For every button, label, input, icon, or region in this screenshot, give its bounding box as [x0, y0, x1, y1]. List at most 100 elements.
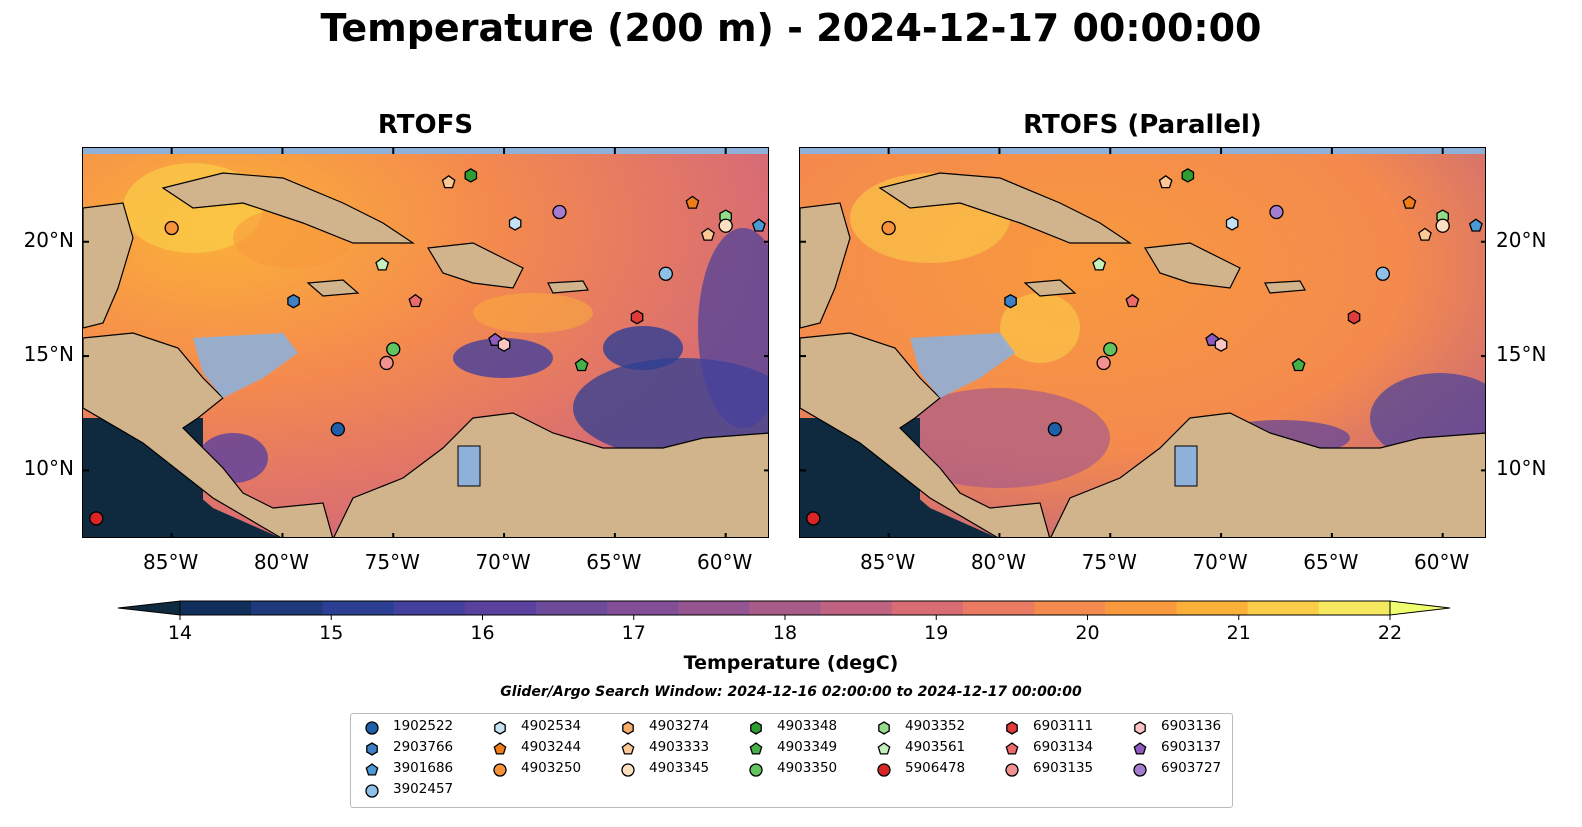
- observation-3901686[interactable]: [1468, 218, 1483, 232]
- colorbar-swatch: [180, 601, 252, 615]
- observation-4903350[interactable]: [1103, 342, 1118, 357]
- colorbar-swatch: [535, 601, 608, 615]
- observation-4902534[interactable]: [508, 216, 522, 231]
- observation-4903350[interactable]: [386, 342, 401, 357]
- observation-4903345[interactable]: [1435, 218, 1450, 233]
- circle-marker-icon: [365, 784, 379, 798]
- legend-item-4903244: 4903244: [491, 739, 611, 757]
- observation-4903349[interactable]: [574, 357, 589, 372]
- legend-label: 4903345: [649, 760, 710, 776]
- lon-tick-label: 65°W: [1303, 550, 1359, 574]
- legend-label: 6903111: [1033, 718, 1094, 734]
- cold-region: [698, 228, 768, 428]
- lon-tick-label: 70°W: [1192, 550, 1248, 574]
- observation-4903561[interactable]: [375, 257, 390, 271]
- observation-4903250[interactable]: [881, 220, 896, 236]
- observation-4903333[interactable]: [1418, 227, 1432, 241]
- legend-item-4903561: 4903561: [875, 739, 995, 757]
- observation-4903345[interactable]: [718, 218, 733, 233]
- observation-6903111[interactable]: [1347, 309, 1361, 325]
- colorbar-tick-label: 17: [622, 622, 646, 644]
- observation-4903244[interactable]: [685, 195, 700, 209]
- observation-6903134[interactable]: [1125, 293, 1140, 308]
- observation-6903111[interactable]: [630, 309, 644, 325]
- observation-1902522[interactable]: [330, 422, 346, 437]
- observation-4903333[interactable]: [1158, 174, 1173, 189]
- observation-4903333[interactable]: [701, 227, 715, 241]
- colorbar-swatch: [322, 601, 395, 615]
- search-window-label: Glider/Argo Search Window: 2024-12-16 02…: [500, 684, 1082, 700]
- map-panel-rtofs-parallel[interactable]: [799, 147, 1486, 538]
- legend-label: 1902522: [393, 718, 454, 734]
- land-south-america: [1050, 412, 1485, 537]
- observation-4902534[interactable]: [1225, 216, 1239, 231]
- observation-4903333[interactable]: [441, 174, 456, 189]
- lon-tick-label: 80°W: [253, 550, 310, 574]
- colorbar-swatch: [749, 601, 822, 615]
- legend-label: 4903250: [521, 760, 582, 776]
- observation-2903766[interactable]: [1004, 293, 1017, 309]
- lat-tick-label: 10°N: [1496, 456, 1547, 481]
- observation-6903135[interactable]: [1096, 355, 1111, 371]
- legend-label: 6903136: [1161, 718, 1222, 734]
- observation-4903348[interactable]: [1181, 168, 1195, 183]
- pacific-deep: [83, 418, 279, 537]
- legend-label: 4903333: [649, 739, 710, 755]
- map-rtofs-parallel: [800, 148, 1485, 537]
- observation-6903727[interactable]: [552, 204, 567, 220]
- legend-label: 5906478: [905, 760, 966, 776]
- observation-4903348[interactable]: [464, 168, 478, 183]
- legend-item-4903250: 4903250: [491, 760, 611, 778]
- legend-item-6903111: 6903111: [1003, 718, 1123, 736]
- observation-4903250[interactable]: [164, 220, 179, 236]
- legend-item-6903136: 6903136: [1131, 718, 1251, 736]
- observation-4903244[interactable]: [1402, 195, 1417, 209]
- observation-2903766[interactable]: [287, 293, 300, 309]
- observation-5906478[interactable]: [89, 511, 104, 526]
- hexagon-marker-icon: [1134, 721, 1146, 735]
- observation-3902457[interactable]: [658, 266, 673, 281]
- colorbar-swatch: [1176, 601, 1249, 615]
- colorbar-tick-label: 22: [1378, 622, 1402, 644]
- legend-label: 2903766: [393, 739, 454, 755]
- legend-label: 4903349: [777, 739, 838, 755]
- pentagon-marker-icon: [493, 742, 507, 755]
- legend-item-4903348: 4903348: [747, 718, 867, 736]
- lon-tick-label: 80°W: [970, 550, 1027, 574]
- observation-6903135[interactable]: [379, 355, 394, 371]
- legend-label: 6903137: [1161, 739, 1222, 755]
- legend-item-4903274: 4903274: [619, 718, 739, 736]
- observation-3902457[interactable]: [1375, 266, 1390, 281]
- lon-tick-label: 85°W: [860, 550, 916, 574]
- observation-3901686[interactable]: [751, 218, 766, 232]
- hexagon-marker-icon: [750, 721, 762, 735]
- observation-6903136[interactable]: [1214, 337, 1228, 352]
- legend-item-3901686: 3901686: [363, 760, 483, 778]
- observation-4903349[interactable]: [1291, 357, 1306, 372]
- observation-6903134[interactable]: [408, 293, 423, 308]
- lake-maracaibo: [457, 445, 481, 487]
- legend-item-4903352: 4903352: [875, 718, 995, 736]
- lat-tick-label: 20°N: [1496, 227, 1547, 252]
- lat-tick-label: 20°N: [23, 227, 74, 252]
- land-yucatan: [83, 202, 134, 329]
- observation-5906478[interactable]: [806, 511, 821, 526]
- lon-tick-label: 75°W: [364, 550, 420, 574]
- observation-4903561[interactable]: [1092, 257, 1107, 271]
- observation-markers: [806, 168, 1483, 526]
- observation-6903136[interactable]: [497, 337, 511, 352]
- circle-marker-icon: [1133, 763, 1147, 777]
- observation-6903727[interactable]: [1269, 204, 1284, 220]
- colorbar-tick-label: 20: [1075, 622, 1099, 644]
- observation-1902522[interactable]: [1047, 422, 1063, 437]
- map-panel-rtofs[interactable]: [82, 147, 769, 538]
- legend-item-4903349: 4903349: [747, 739, 867, 757]
- colorbar-swatch: [1247, 601, 1320, 615]
- warm-patch: [473, 293, 593, 333]
- colorbar-swatch: [1105, 601, 1177, 615]
- circle-marker-icon: [877, 763, 891, 777]
- lon-tick-label: 70°W: [475, 550, 531, 574]
- legend-item-1902522: 1902522: [363, 718, 483, 736]
- legend-label: 3901686: [393, 760, 454, 776]
- circle-marker-icon: [621, 763, 635, 777]
